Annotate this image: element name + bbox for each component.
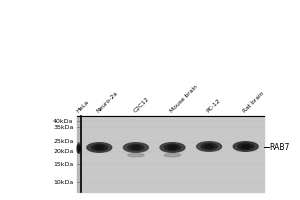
Ellipse shape (201, 143, 217, 150)
Ellipse shape (77, 144, 80, 153)
Ellipse shape (87, 143, 112, 152)
Text: 40kDa: 40kDa (53, 119, 74, 124)
Ellipse shape (91, 144, 107, 151)
Ellipse shape (78, 145, 80, 152)
Ellipse shape (124, 143, 148, 152)
Text: 25kDa: 25kDa (53, 139, 74, 144)
Ellipse shape (241, 145, 250, 148)
Ellipse shape (233, 142, 258, 151)
Ellipse shape (164, 144, 181, 151)
Ellipse shape (197, 142, 221, 151)
Text: Mouse brain: Mouse brain (169, 84, 199, 114)
Ellipse shape (128, 144, 144, 151)
Ellipse shape (168, 146, 177, 149)
Ellipse shape (95, 146, 104, 149)
Text: PC-12: PC-12 (206, 98, 222, 114)
Text: 35kDa: 35kDa (53, 125, 74, 130)
Ellipse shape (238, 143, 254, 150)
Bar (81, 116, 264, 192)
Text: Neuro-2a: Neuro-2a (96, 91, 119, 114)
Text: Rat brain: Rat brain (242, 91, 265, 114)
Ellipse shape (78, 147, 79, 150)
Ellipse shape (131, 146, 140, 149)
Ellipse shape (128, 153, 144, 157)
Bar (76, 116, 81, 192)
Ellipse shape (205, 145, 214, 148)
Text: HeLa: HeLa (75, 100, 89, 114)
Ellipse shape (164, 153, 181, 157)
Text: 20kDa: 20kDa (53, 149, 74, 154)
Text: RAB7: RAB7 (269, 143, 290, 152)
Text: 10kDa: 10kDa (53, 180, 74, 185)
Ellipse shape (160, 143, 185, 152)
Text: C2C12: C2C12 (132, 96, 150, 114)
Text: 15kDa: 15kDa (53, 162, 74, 167)
